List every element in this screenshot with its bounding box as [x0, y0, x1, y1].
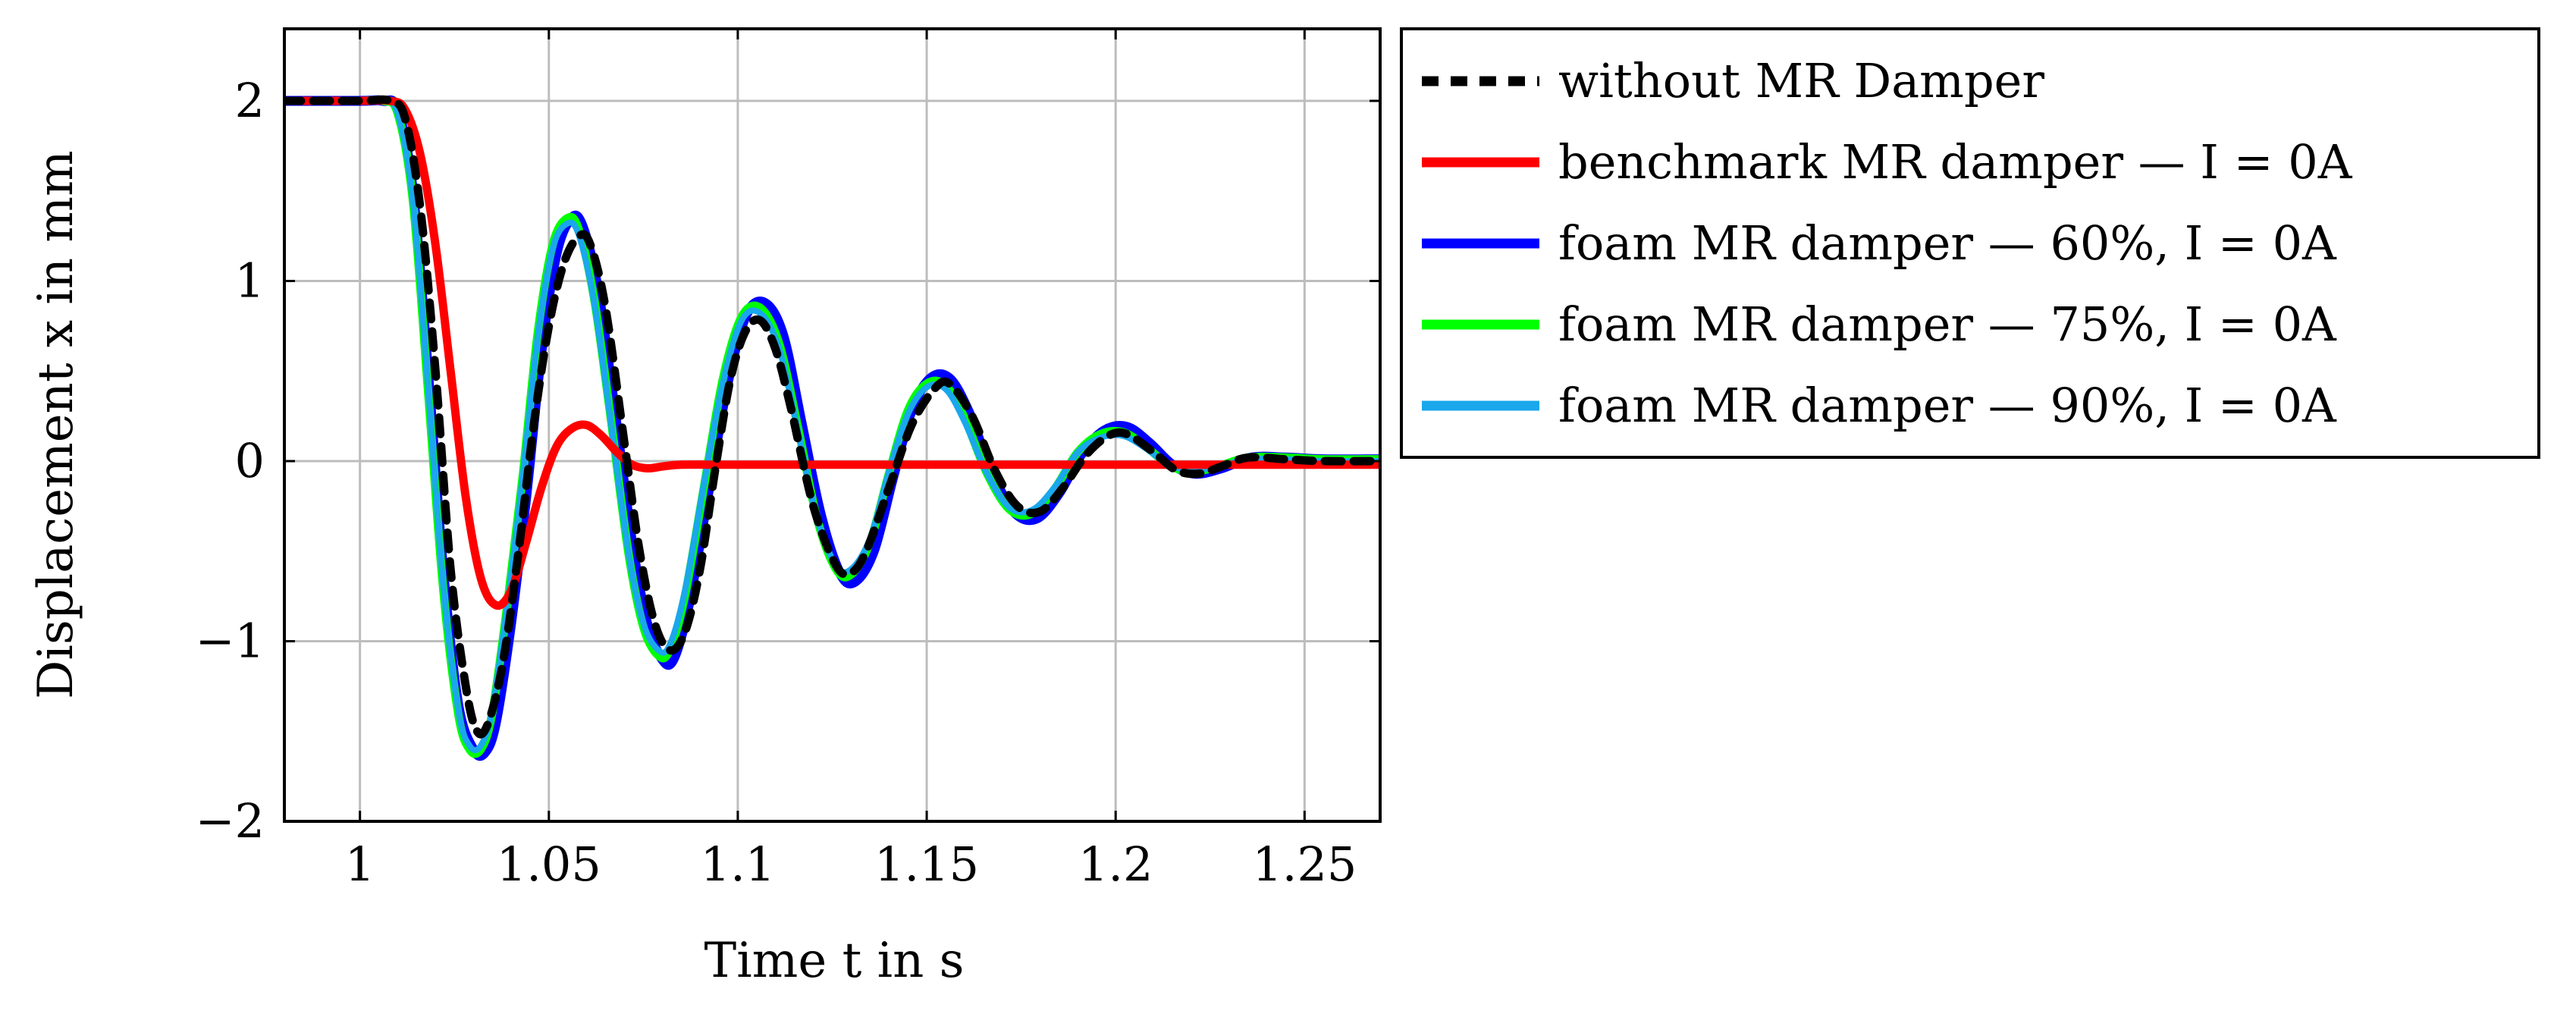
legend-label-0: without MR Damper	[1558, 53, 2044, 108]
x-axis-label: Time t in s	[704, 933, 965, 989]
legend: without MR Damper benchmark MR damper — I…	[1400, 27, 2540, 459]
y-axis-label: Displacement x in mm	[28, 150, 84, 699]
x-axis: 1 1.05 1.1 1.15 1.2 1.25	[345, 29, 1357, 892]
plot-area	[284, 95, 1380, 761]
grid	[284, 29, 1380, 823]
legend-label-1: benchmark MR damper — I = 0A	[1558, 134, 2353, 190]
legend-frame	[1400, 27, 2540, 459]
y-tick-label: 2	[235, 73, 265, 128]
series-line-4	[284, 96, 1380, 754]
x-tick-label: 1	[345, 837, 375, 892]
x-tick-label: 1.2	[1078, 837, 1153, 892]
legend-label-2: foam MR damper — 60%, I = 0A	[1558, 215, 2337, 271]
y-tick-label: −2	[196, 793, 265, 849]
plot-frame	[283, 27, 1382, 823]
y-tick-label: −1	[196, 614, 265, 669]
series-line-0	[284, 95, 1380, 739]
x-tick-label: 1.25	[1252, 837, 1357, 892]
legend-label-3: foam MR damper — 75%, I = 0A	[1558, 297, 2337, 352]
y-axis: −2 −1 0 1 2	[196, 73, 1380, 849]
x-tick-label: 1.05	[497, 837, 601, 892]
x-tick-label: 1.1	[701, 837, 776, 892]
y-tick-label: 1	[235, 253, 265, 309]
y-tick-label: 0	[235, 433, 265, 488]
x-tick-label: 1.15	[874, 837, 979, 892]
legend-label-4: foam MR damper — 90%, I = 0A	[1558, 378, 2337, 433]
